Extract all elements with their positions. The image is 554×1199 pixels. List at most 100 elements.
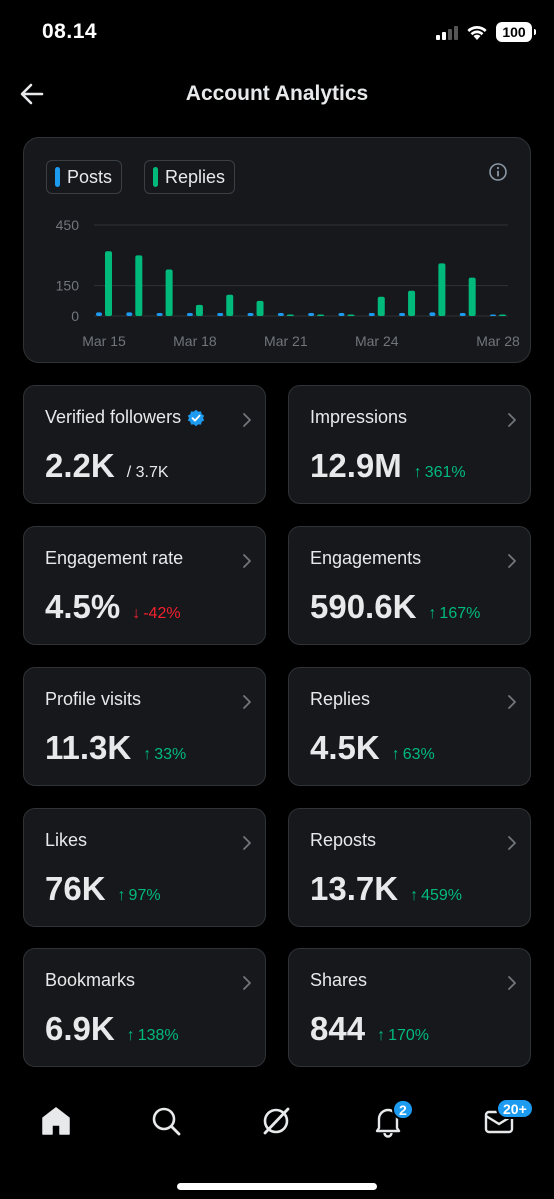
stat-value-row: 13.7K ↑ 459% bbox=[310, 870, 462, 908]
home-indicator bbox=[177, 1183, 377, 1190]
bar-replies bbox=[195, 304, 203, 316]
legend-replies-label: Replies bbox=[165, 166, 226, 187]
stat-label: Impressions bbox=[310, 407, 407, 428]
arrow-up-icon: ↑ bbox=[126, 1027, 135, 1044]
stat-value: 11.3K bbox=[45, 729, 132, 766]
arrow-down-icon: ↓ bbox=[132, 605, 141, 622]
stat-value-row: 844 ↑ 170% bbox=[310, 1010, 429, 1048]
stat-card-engagement-rate[interactable]: Engagement rate 4.5% ↓ -42% bbox=[23, 526, 266, 645]
arrow-up-icon: ↑ bbox=[143, 746, 152, 763]
stat-change-value: 138% bbox=[137, 1027, 179, 1044]
bar-replies bbox=[377, 296, 385, 316]
stat-change: ↑ 167% bbox=[428, 605, 480, 623]
stat-label-text: Shares bbox=[310, 970, 368, 990]
y-tick-label: 0 bbox=[71, 308, 79, 324]
y-tick-label: 150 bbox=[56, 278, 80, 294]
status-icons: 100 bbox=[436, 22, 536, 42]
cellular-signal-icon bbox=[436, 24, 458, 40]
bar-replies bbox=[286, 314, 294, 316]
x-tick-label: Mar 21 bbox=[264, 333, 308, 349]
stat-value-row: 4.5% ↓ -42% bbox=[45, 588, 181, 626]
bar-posts bbox=[308, 313, 315, 316]
stat-label-text: Engagements bbox=[310, 548, 422, 568]
stat-label-text: Reposts bbox=[310, 830, 377, 850]
stat-value-row: 11.3K ↑ 33% bbox=[45, 729, 186, 767]
arrow-up-icon: ↑ bbox=[410, 887, 419, 904]
stat-value: 6.9K bbox=[45, 1010, 115, 1047]
stat-card-profile-visits[interactable]: Profile visits 11.3K ↑ 33% bbox=[23, 667, 266, 786]
stat-label: Engagements bbox=[310, 548, 421, 569]
bar-posts bbox=[96, 312, 102, 316]
legend-posts[interactable]: Posts bbox=[46, 160, 123, 194]
stat-card-shares[interactable]: Shares 844 ↑ 170% bbox=[288, 948, 531, 1067]
stat-total: / 3.7K bbox=[126, 464, 169, 481]
activity-chart-card: 450 150 0 Mar 15 Mar 18 Mar 21 Mar 24 Mar 28 Po… bbox=[23, 137, 531, 363]
stat-value: 76K bbox=[45, 870, 106, 907]
stat-change-value: 459% bbox=[421, 887, 462, 904]
page-title: Account Analytics bbox=[185, 82, 369, 105]
stat-value-row: 12.9M ↑ 361% bbox=[310, 447, 466, 485]
stat-card-engagements[interactable]: Engagements 590.6K ↑ 167% bbox=[288, 526, 531, 645]
stat-change-value: 170% bbox=[388, 1027, 429, 1044]
stat-label-text: Bookmarks bbox=[45, 970, 136, 990]
stat-card-verified-followers[interactable]: Verified followers 2.2K / 3.7K bbox=[23, 385, 266, 504]
chevron-right-icon bbox=[508, 554, 516, 568]
bar-posts bbox=[368, 313, 375, 316]
arrow-up-icon: ↑ bbox=[117, 887, 126, 904]
search-icon[interactable] bbox=[149, 1104, 183, 1138]
stat-label: Bookmarks bbox=[45, 970, 135, 991]
chevron-right-icon bbox=[508, 836, 516, 850]
chevron-right-icon bbox=[243, 976, 251, 990]
bar-replies bbox=[105, 251, 112, 316]
x-tick-label: Mar 24 bbox=[355, 333, 399, 349]
stat-change-value: 361% bbox=[424, 464, 466, 481]
stat-label-text: Likes bbox=[45, 830, 88, 850]
stat-change-value: 167% bbox=[439, 605, 481, 622]
stat-label: Verified followers bbox=[45, 407, 205, 428]
bar-posts bbox=[186, 313, 193, 316]
info-icon[interactable] bbox=[488, 162, 508, 182]
chevron-right-icon bbox=[508, 695, 516, 709]
stat-label: Profile visits bbox=[45, 689, 141, 710]
notifications-badge: 2 bbox=[392, 1099, 414, 1120]
stat-card-likes[interactable]: Likes 76K ↑ 97% bbox=[23, 808, 266, 927]
bar-replies bbox=[347, 314, 355, 316]
home-icon[interactable] bbox=[39, 1104, 73, 1138]
bar-replies bbox=[317, 314, 325, 316]
grok-icon[interactable] bbox=[260, 1104, 294, 1138]
stat-change: ↑ 63% bbox=[392, 746, 435, 764]
header: Account Analytics bbox=[0, 72, 554, 116]
chart-legend: Posts Replies bbox=[46, 160, 236, 194]
stat-label: Likes bbox=[45, 830, 87, 851]
stat-label-text: Profile visits bbox=[45, 689, 142, 709]
stat-value: 12.9M bbox=[310, 447, 402, 484]
arrow-up-icon: ↑ bbox=[413, 464, 422, 481]
x-tick-label: Mar 18 bbox=[173, 333, 217, 349]
y-tick-label: 450 bbox=[56, 217, 80, 233]
stat-label-text: Verified followers bbox=[45, 407, 182, 427]
stat-change: ↓ -42% bbox=[132, 605, 180, 623]
stat-label: Reposts bbox=[310, 830, 376, 851]
bar-posts bbox=[126, 312, 133, 316]
chevron-right-icon bbox=[508, 413, 516, 427]
stat-card-replies[interactable]: Replies 4.5K ↑ 63% bbox=[288, 667, 531, 786]
back-arrow-icon[interactable] bbox=[18, 80, 46, 108]
replies-swatch bbox=[153, 167, 159, 187]
bar-replies bbox=[226, 294, 234, 316]
notifications-icon[interactable] bbox=[371, 1104, 405, 1138]
stat-value-row: 76K ↑ 97% bbox=[45, 870, 161, 908]
stat-card-bookmarks[interactable]: Bookmarks 6.9K ↑ 138% bbox=[23, 948, 266, 1067]
bar-posts bbox=[217, 313, 224, 316]
bar-replies bbox=[256, 300, 264, 316]
bar-posts bbox=[277, 313, 284, 316]
stat-value: 4.5K bbox=[310, 729, 380, 766]
legend-replies[interactable]: Replies bbox=[144, 160, 236, 194]
stat-card-reposts[interactable]: Reposts 13.7K ↑ 459% bbox=[288, 808, 531, 927]
status-bar: 08.14 100 bbox=[0, 0, 554, 64]
bottom-navigation: 2 20+ bbox=[0, 1088, 554, 1154]
battery-icon: 100 bbox=[496, 22, 536, 42]
stat-card-impressions[interactable]: Impressions 12.9M ↑ 361% bbox=[288, 385, 531, 504]
stat-change: ↑ 459% bbox=[410, 887, 462, 905]
stat-change-value: 63% bbox=[402, 746, 435, 763]
